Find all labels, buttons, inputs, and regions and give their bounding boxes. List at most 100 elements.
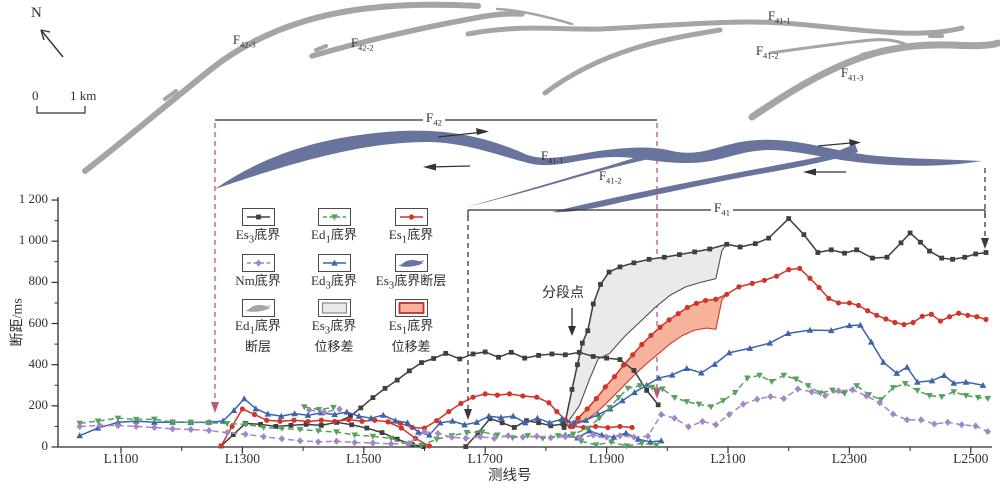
data-point-marker: [683, 399, 691, 406]
data-point-marker: [358, 405, 364, 411]
data-point-marker: [647, 438, 654, 445]
data-point-marker: [394, 377, 400, 383]
data-point-marker: [807, 275, 813, 281]
data-point-marker: [151, 416, 158, 423]
data-point-marker: [321, 408, 328, 417]
data-point-marker: [348, 413, 353, 419]
series-line: [465, 417, 573, 448]
data-point-marker: [983, 250, 989, 255]
y-tick-label: 400: [28, 355, 49, 371]
data-point-marker: [554, 409, 560, 415]
legend-item: Es3底界断层: [372, 253, 450, 294]
data-point-marker: [767, 392, 774, 401]
data-point-marker: [726, 410, 733, 419]
data-point-marker: [786, 216, 792, 221]
data-point-marker: [846, 322, 853, 329]
data-point-marker: [604, 355, 609, 361]
data-point-marker: [808, 388, 815, 396]
data-point-marker: [898, 240, 904, 246]
data-point-marker: [946, 314, 953, 320]
data-point-marker: [433, 436, 440, 443]
legend-line-swatch-icon: [246, 258, 270, 267]
x-tick-label: L2300: [831, 451, 868, 466]
data-point-marker: [304, 411, 312, 418]
data-point-marker: [737, 244, 743, 250]
data-point-marker: [264, 410, 272, 417]
data-point-marker: [623, 443, 630, 450]
fault-trace-jogs: [163, 25, 944, 101]
data-point-marker: [821, 391, 829, 400]
data-point-marker: [724, 241, 730, 247]
data-point-marker: [524, 433, 531, 440]
series-line: [580, 440, 657, 447]
data-point-marker: [462, 434, 469, 442]
band-swatch-icon: [321, 302, 347, 314]
data-point-marker: [558, 415, 565, 422]
data-point-marker: [648, 332, 654, 339]
data-point-marker: [889, 410, 897, 418]
data-point-marker: [707, 404, 715, 411]
legend-label: Ed3底界: [311, 272, 357, 292]
fault-body-f42-main: [215, 130, 982, 189]
data-point-marker: [330, 214, 338, 221]
data-point-marker: [330, 259, 338, 266]
fault-jog: [314, 44, 328, 52]
data-point-marker: [305, 406, 313, 414]
data-point-marker: [712, 421, 720, 429]
data-point-marker: [584, 406, 590, 412]
data-point-marker: [562, 433, 569, 441]
data-point-marker: [277, 418, 283, 424]
legend-item: Ed1底界 断层: [220, 299, 296, 355]
data-point-marker: [974, 395, 982, 402]
data-point-marker: [893, 369, 901, 376]
legend-item: Es1底界: [372, 208, 450, 248]
data-point-marker: [583, 425, 591, 432]
legend-swatch: [317, 208, 351, 226]
data-point-marker: [724, 291, 730, 297]
legend-line-swatch-icon: [246, 214, 270, 220]
data-point-marker: [590, 354, 596, 359]
data-point-marker: [76, 432, 84, 439]
data-point-marker: [332, 418, 338, 425]
data-point-marker: [938, 394, 945, 401]
data-point-marker: [569, 386, 575, 392]
data-point-marker: [546, 419, 553, 426]
data-point-marker: [634, 435, 642, 442]
data-point-marker: [816, 284, 822, 291]
data-point-marker: [288, 422, 294, 428]
data-point-marker: [958, 421, 965, 429]
data-point-marker: [984, 427, 991, 436]
data-point-marker: [719, 398, 727, 405]
data-point-marker: [668, 371, 676, 378]
data-point-marker: [582, 416, 590, 423]
data-point-marker: [671, 414, 678, 422]
data-point-marker: [229, 423, 235, 430]
data-point-marker: [658, 410, 665, 419]
data-point-marker: [418, 442, 425, 449]
data-point-marker: [169, 419, 176, 426]
fault-trace-f41-1: [465, 19, 965, 37]
data-point-marker: [355, 412, 363, 419]
data-point-marker: [521, 419, 529, 426]
legend-label: Ed1底界 断层: [235, 318, 281, 354]
data-point-marker: [576, 434, 583, 442]
fault-label-f41-2: F41-2: [756, 44, 779, 61]
data-point-marker: [252, 405, 260, 412]
x-tick-label: L1900: [588, 451, 625, 466]
north-arrow-head: [40, 29, 51, 41]
data-point-marker: [169, 425, 176, 433]
x-tick-label: L1700: [467, 451, 503, 466]
data-point-marker: [744, 375, 751, 382]
fault-extent-markers: [211, 123, 989, 420]
data-point-marker: [94, 418, 102, 425]
fault-body-f41-1: [466, 149, 666, 207]
data-point-marker: [973, 251, 979, 257]
data-point-marker: [739, 400, 747, 408]
data-point-marker: [910, 319, 916, 326]
data-point-marker: [725, 349, 733, 356]
data-point-marker: [956, 310, 962, 316]
legend-label: Es1底界 位移差: [388, 318, 434, 354]
data-point-marker: [615, 395, 623, 402]
legend-swatch: [394, 299, 428, 318]
